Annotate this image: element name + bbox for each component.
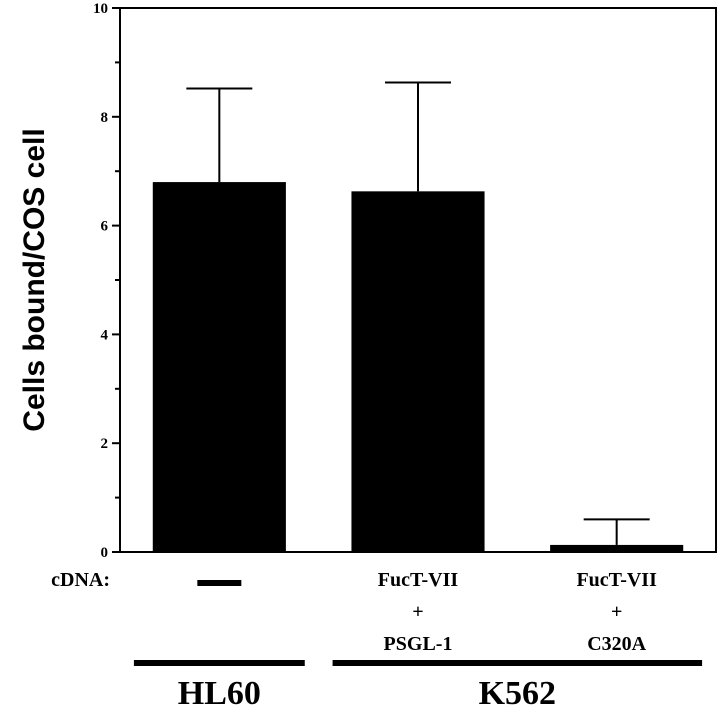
bar bbox=[550, 544, 684, 552]
category-label-line: FucT-VII bbox=[576, 569, 657, 591]
category-label-line: C320A bbox=[587, 633, 646, 655]
category-labels-layer: FucT-VII + PSGL-1 FucT-VII + C320A HL60 K562 bbox=[133, 569, 703, 712]
group-label: HL60 bbox=[178, 675, 261, 712]
group-label: K562 bbox=[479, 675, 556, 712]
y-tick-label: 10 bbox=[93, 1, 108, 17]
y-tick-label: 8 bbox=[101, 110, 109, 126]
y-axis-label: Cells bound/COS cell bbox=[18, 128, 51, 431]
y-tick-label: 2 bbox=[101, 436, 109, 452]
category-label-line: + bbox=[412, 601, 423, 623]
category-label-line: + bbox=[611, 601, 622, 623]
bar bbox=[351, 191, 485, 552]
category-label-line: FucT-VII bbox=[378, 569, 459, 591]
category-dash bbox=[197, 580, 242, 586]
y-tick-label: 6 bbox=[101, 219, 109, 235]
category-label-line: PSGL-1 bbox=[384, 633, 453, 655]
group-underline bbox=[332, 660, 703, 666]
y-tick-label: 0 bbox=[101, 545, 109, 561]
bar bbox=[152, 182, 286, 552]
y-tick-label: 4 bbox=[101, 327, 109, 343]
group-underline bbox=[133, 660, 305, 666]
bars-layer bbox=[152, 81, 684, 552]
cdna-row-label: cDNA: bbox=[51, 569, 110, 591]
